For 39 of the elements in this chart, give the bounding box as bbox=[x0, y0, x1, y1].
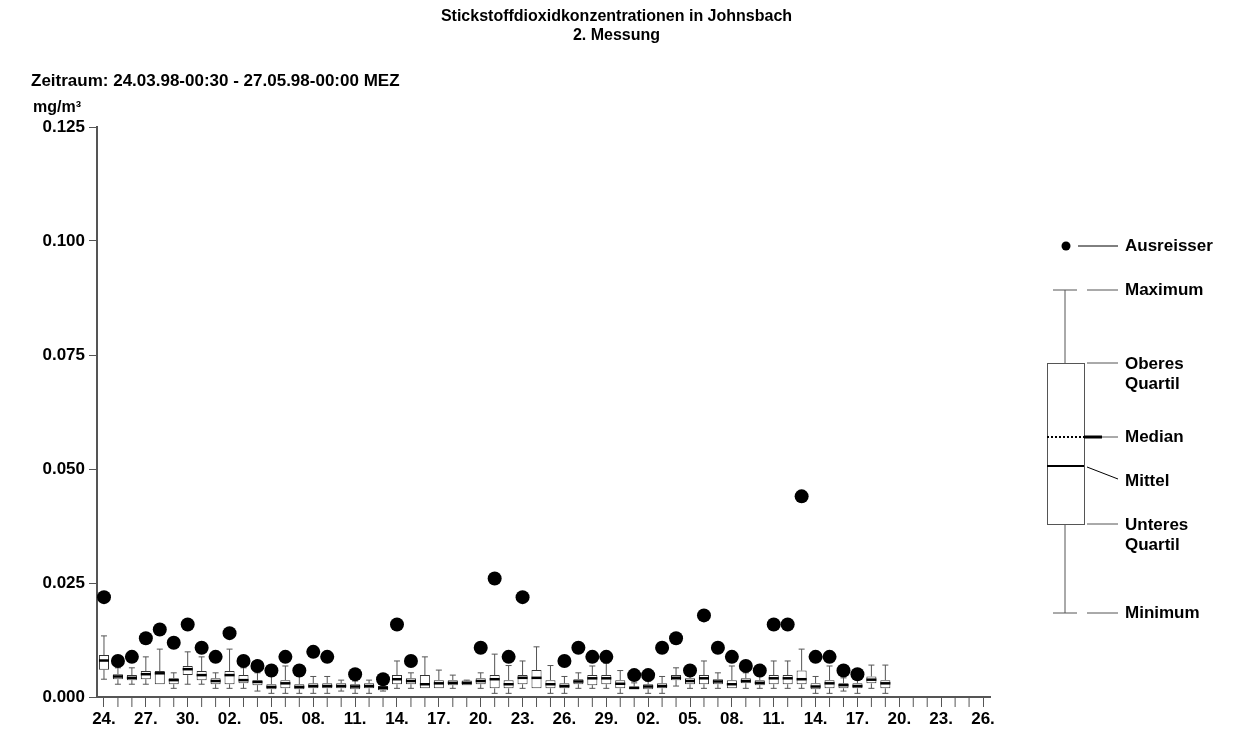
x-tick-label: 17. bbox=[845, 708, 870, 728]
x-tick-label: 08. bbox=[301, 708, 326, 728]
x-tick-label: 20. bbox=[468, 708, 493, 728]
chart-subtitle: 2. Messung bbox=[571, 26, 662, 44]
chart-title: Stickstoffdioxidkonzentrationen in Johnsbach bbox=[439, 7, 794, 25]
y-tick-label: 0.025 bbox=[42, 572, 85, 592]
x-tick-label: 17. bbox=[427, 708, 451, 728]
x-tick-label: 24. bbox=[92, 708, 116, 728]
x-tick-label: 05. bbox=[259, 708, 284, 728]
x-tick-label: 26. bbox=[552, 708, 577, 728]
text: Mittel bbox=[1125, 471, 1171, 491]
text: Maximum bbox=[1125, 280, 1205, 300]
y-axis-title: mg/m³ bbox=[33, 98, 81, 116]
x-tick-label: 23. bbox=[929, 708, 953, 728]
text: Zeitraum: 24.03.98-00:30 - 27.05.98-00:00 MEZ bbox=[31, 71, 400, 91]
x-tick-label: 14. bbox=[803, 708, 828, 728]
x-tick-label: 20. bbox=[887, 708, 912, 728]
x-tick-label: 26. bbox=[971, 708, 995, 728]
x-tick-label: 30. bbox=[175, 708, 200, 728]
y-tick-label: 0.050 bbox=[42, 458, 85, 478]
y-tick-label: 0.100 bbox=[42, 230, 85, 250]
text: Minimum bbox=[1125, 603, 1201, 623]
text: Oberes Quartil bbox=[1125, 354, 1185, 394]
x-tick-label: 27. bbox=[134, 708, 158, 728]
y-tick-label: 0.125 bbox=[42, 116, 85, 136]
text: Unteres Quartil bbox=[1125, 515, 1190, 555]
x-tick-label: 29. bbox=[594, 708, 619, 728]
y-tick-label: 0.000 bbox=[42, 686, 85, 706]
x-tick-label: 02. bbox=[636, 708, 660, 728]
y-tick-label: 0.075 bbox=[42, 344, 85, 364]
x-tick-label: 08. bbox=[720, 708, 744, 728]
text: Ausreisser bbox=[1125, 236, 1214, 256]
x-tick-label: 02. bbox=[217, 708, 242, 728]
x-tick-label: 14. bbox=[385, 708, 409, 728]
text: Median bbox=[1125, 427, 1185, 447]
x-tick-label: 11. bbox=[343, 708, 367, 728]
x-tick-label: 05. bbox=[678, 708, 702, 728]
x-tick-label: 23. bbox=[510, 708, 535, 728]
x-tick-label: 11. bbox=[762, 708, 786, 728]
